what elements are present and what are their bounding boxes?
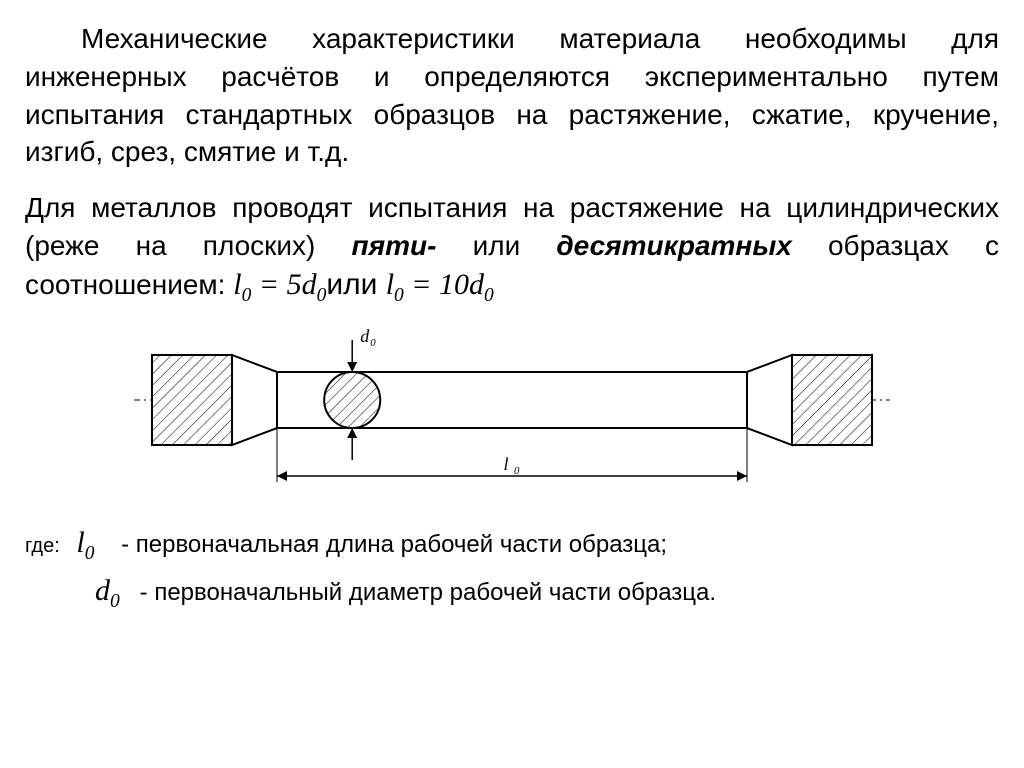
paragraph-specimen: Для металлов проводят испытания на растя… (25, 189, 999, 309)
specimen-svg: d0l0 (132, 315, 892, 505)
sym-d0: d0 (95, 568, 133, 616)
def-l0-text: - первоначальная длина рабочей части обр… (121, 531, 667, 558)
paragraph-intro: Механические характеристики материала не… (25, 20, 999, 171)
where-label: где: (25, 535, 60, 557)
def-d0-text: - первоначальный диаметр рабочей части о… (140, 579, 716, 606)
p2-bold2: десятикратных (556, 230, 791, 261)
svg-text:0: 0 (370, 337, 376, 349)
definitions: где: l0 - первоначальная длина рабочей ч… (25, 520, 999, 617)
formula-inline: l0 = 5d0или l0 = 10d0 (233, 268, 494, 301)
p2-bold1: пяти- (352, 230, 437, 261)
svg-text:l: l (503, 454, 508, 474)
svg-text:0: 0 (514, 465, 520, 477)
svg-text:d: d (360, 326, 370, 346)
sym-l0: l0 (76, 520, 114, 568)
specimen-diagram: d0l0 (132, 315, 892, 510)
p2-mid: или (436, 230, 556, 261)
